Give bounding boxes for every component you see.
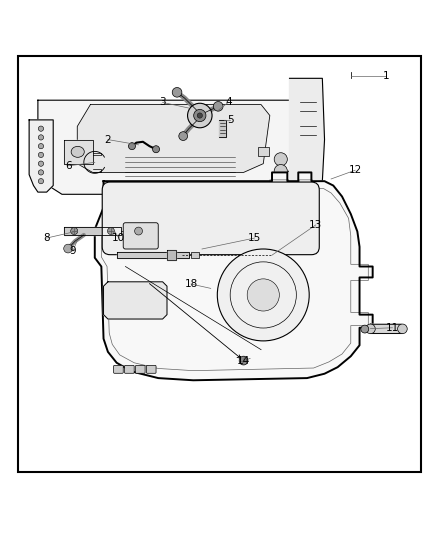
Circle shape bbox=[38, 135, 43, 140]
Circle shape bbox=[178, 132, 187, 141]
FancyBboxPatch shape bbox=[123, 223, 158, 249]
Polygon shape bbox=[219, 120, 226, 138]
Circle shape bbox=[134, 227, 142, 235]
Bar bbox=[258, 148, 268, 156]
Ellipse shape bbox=[71, 147, 84, 157]
Polygon shape bbox=[166, 250, 175, 261]
Circle shape bbox=[217, 249, 308, 341]
Text: 12: 12 bbox=[348, 165, 361, 175]
FancyBboxPatch shape bbox=[102, 182, 318, 255]
Circle shape bbox=[38, 126, 43, 131]
Bar bbox=[191, 252, 198, 258]
Text: 3: 3 bbox=[159, 98, 166, 107]
Circle shape bbox=[71, 228, 78, 235]
Text: 13: 13 bbox=[308, 220, 321, 230]
Circle shape bbox=[239, 356, 247, 365]
Polygon shape bbox=[95, 172, 372, 380]
Circle shape bbox=[247, 279, 279, 311]
Circle shape bbox=[274, 153, 287, 166]
Text: 18: 18 bbox=[184, 279, 197, 289]
Circle shape bbox=[187, 103, 212, 128]
Text: 5: 5 bbox=[226, 115, 233, 125]
Text: 9: 9 bbox=[70, 246, 76, 256]
Text: 14: 14 bbox=[237, 356, 250, 366]
Polygon shape bbox=[289, 78, 324, 185]
Circle shape bbox=[365, 324, 374, 334]
Circle shape bbox=[107, 228, 114, 235]
Circle shape bbox=[38, 179, 43, 184]
Polygon shape bbox=[64, 227, 121, 235]
Circle shape bbox=[64, 244, 72, 253]
Polygon shape bbox=[38, 100, 315, 195]
Circle shape bbox=[38, 143, 43, 149]
Polygon shape bbox=[64, 140, 92, 164]
Polygon shape bbox=[117, 253, 188, 258]
Text: 4: 4 bbox=[224, 98, 231, 107]
Circle shape bbox=[38, 170, 43, 175]
FancyBboxPatch shape bbox=[124, 366, 134, 373]
Polygon shape bbox=[29, 120, 53, 192]
Circle shape bbox=[172, 87, 181, 97]
Polygon shape bbox=[77, 104, 269, 172]
Circle shape bbox=[193, 109, 205, 122]
Circle shape bbox=[128, 143, 135, 150]
Text: 10: 10 bbox=[112, 233, 125, 243]
Circle shape bbox=[213, 101, 223, 111]
FancyBboxPatch shape bbox=[146, 366, 155, 373]
Circle shape bbox=[38, 152, 43, 158]
Text: 15: 15 bbox=[247, 233, 261, 243]
Polygon shape bbox=[370, 324, 402, 334]
Text: 1: 1 bbox=[381, 71, 388, 81]
Circle shape bbox=[152, 146, 159, 153]
Polygon shape bbox=[103, 282, 166, 319]
Text: 8: 8 bbox=[43, 233, 50, 243]
Circle shape bbox=[197, 113, 202, 118]
Text: 11: 11 bbox=[385, 323, 398, 333]
Text: 6: 6 bbox=[65, 161, 72, 171]
Circle shape bbox=[38, 161, 43, 166]
FancyBboxPatch shape bbox=[113, 366, 123, 373]
FancyBboxPatch shape bbox=[135, 366, 145, 373]
Circle shape bbox=[360, 325, 368, 333]
Circle shape bbox=[397, 324, 406, 334]
Circle shape bbox=[274, 165, 287, 177]
Text: 2: 2 bbox=[104, 135, 111, 144]
